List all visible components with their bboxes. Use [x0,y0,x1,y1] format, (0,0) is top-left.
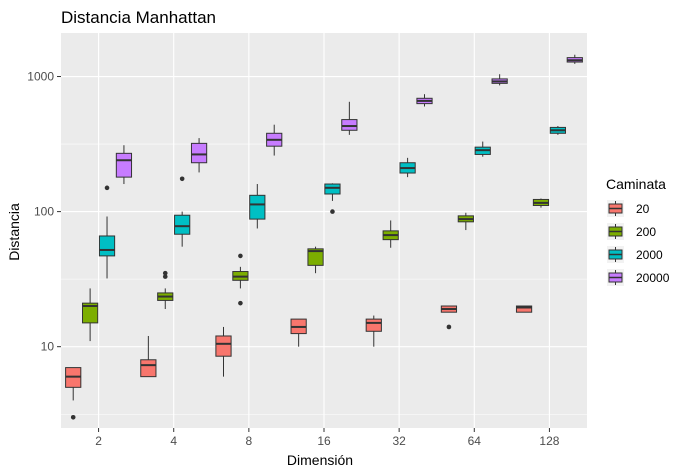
x-tick-label: 4 [170,434,177,448]
box-2000-dim-8 [249,184,266,229]
outlier-point [330,209,335,214]
box-200-dim-16 [307,246,324,274]
box-20000-dim-16 [341,101,358,135]
box-2000-dim-64 [474,141,491,157]
box-2000-dim-32 [399,157,416,178]
box-20-dim-32 [365,315,382,347]
grid-lines [61,33,587,428]
box-20000-dim-128 [566,54,583,64]
legend-item-20000: 20000 [607,269,670,286]
x-axis-title: Dimensión [287,452,353,468]
y-tick-label: 1000 [27,70,54,84]
box-body [249,194,266,220]
legend-item-2000: 2000 [607,246,663,263]
box-200-dim-128 [532,198,550,208]
box-20000-dim-64 [491,74,508,86]
y-tick-label: 100 [34,205,54,219]
box-2000-dim-128 [549,126,566,135]
box-body [341,119,358,131]
box-layer [65,54,583,420]
x-tick-label: 16 [317,434,331,448]
outlier-point [70,415,76,420]
box-body [215,335,232,357]
box-20000-dim-8 [266,124,283,156]
legend-label: 200 [636,225,656,239]
box-200-dim-32 [382,220,399,248]
outlier-point [162,274,168,279]
outlier-point [446,324,452,330]
x-tick-label: 8 [246,434,253,448]
box-200-dim-64 [457,212,474,231]
box-20000-dim-2 [115,145,133,185]
y-axis-title: Distancia [6,203,22,261]
box-2000-dim-2 [98,185,116,279]
outlier-point [238,253,243,259]
box-200-dim-4 [157,270,174,310]
axis-ticks: 10 100 1000 2 4 8 16 32 64 128 [27,70,559,448]
outlier-point [104,185,110,191]
box-body [324,183,341,195]
x-tick-label: 32 [392,434,406,448]
box-body [307,248,324,266]
box-20-dim-64 [440,305,458,330]
outlier-point [179,176,185,182]
legend-item-20: 20 [607,200,650,217]
chart-title: Distancia Manhattan [61,8,216,27]
outlier-point [162,270,168,276]
box-body [115,152,133,178]
box-body [515,305,533,313]
box-20000-dim-32 [416,94,433,107]
box-200-dim-8 [232,253,249,306]
box-body [98,235,116,257]
legend-title: Caminata [606,176,666,192]
box-body [140,359,157,378]
box-body [365,318,382,332]
legend-label: 20000 [636,271,670,285]
legend-item-200: 200 [607,223,656,240]
box-20000-dim-4 [190,138,208,173]
legend-label: 20 [636,202,650,216]
outlier-point [238,300,243,306]
box-20-dim-16 [290,318,307,347]
box-20-dim-4 [140,335,157,378]
box-20-dim-128 [515,305,533,313]
x-tick-label: 64 [468,434,482,448]
box-2000-dim-16 [324,183,341,214]
box-body [82,302,99,324]
box-20-dim-2 [65,367,82,420]
box-body [190,142,208,164]
y-tick-label: 10 [41,340,55,354]
x-tick-label: 2 [95,434,102,448]
legend-label: 2000 [636,248,663,262]
box-200-dim-2 [82,288,99,342]
box-body [174,214,191,235]
x-tick-label: 128 [539,434,559,448]
box-20-dim-8 [215,326,232,377]
legend: Caminata 20 200 2000 20000 [606,176,670,286]
box-2000-dim-4 [174,176,191,247]
